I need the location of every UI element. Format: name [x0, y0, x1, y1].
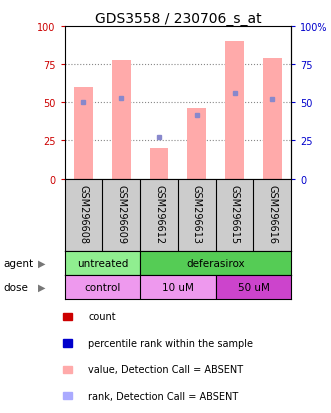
- Bar: [263, 59, 282, 179]
- Bar: [150, 149, 168, 179]
- Title: GDS3558 / 230706_s_at: GDS3558 / 230706_s_at: [95, 12, 261, 26]
- Text: 50 uM: 50 uM: [238, 282, 269, 292]
- Bar: [140, 275, 216, 299]
- Text: rank, Detection Call = ABSENT: rank, Detection Call = ABSENT: [88, 391, 239, 401]
- Bar: [74, 88, 93, 179]
- Bar: [140, 252, 291, 275]
- Bar: [63, 366, 72, 373]
- Text: GSM296615: GSM296615: [230, 185, 240, 244]
- Bar: [63, 313, 72, 320]
- Text: control: control: [84, 282, 120, 292]
- Text: GSM296616: GSM296616: [267, 185, 277, 244]
- Text: ▶: ▶: [38, 282, 46, 292]
- Text: percentile rank within the sample: percentile rank within the sample: [88, 338, 253, 348]
- Text: agent: agent: [3, 259, 33, 268]
- Text: GSM296612: GSM296612: [154, 185, 164, 244]
- Bar: [63, 339, 72, 347]
- Bar: [216, 275, 291, 299]
- Text: 10 uM: 10 uM: [162, 282, 194, 292]
- Text: dose: dose: [3, 282, 28, 292]
- Bar: [65, 275, 140, 299]
- Bar: [225, 42, 244, 179]
- Text: deferasirox: deferasirox: [186, 259, 245, 268]
- Text: GSM296608: GSM296608: [78, 185, 88, 244]
- Bar: [63, 392, 72, 399]
- Bar: [187, 109, 206, 179]
- Text: untreated: untreated: [77, 259, 128, 268]
- Text: ▶: ▶: [38, 259, 46, 268]
- Text: GSM296613: GSM296613: [192, 185, 202, 244]
- Bar: [65, 252, 140, 275]
- Bar: [112, 60, 131, 179]
- Text: count: count: [88, 312, 116, 322]
- Text: value, Detection Call = ABSENT: value, Detection Call = ABSENT: [88, 364, 243, 374]
- Text: GSM296609: GSM296609: [116, 185, 126, 244]
